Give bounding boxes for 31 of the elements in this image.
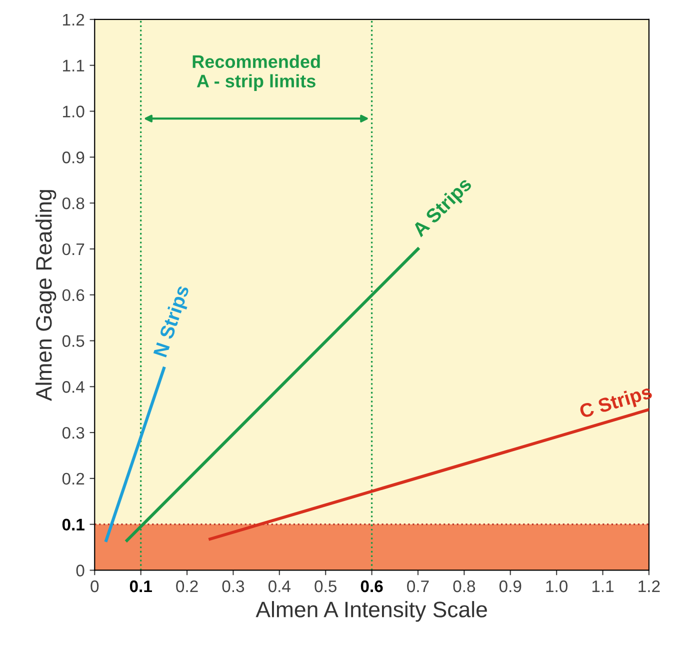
y-tick-label: 0.6 [62, 289, 84, 302]
x-tick-label: 0.8 [453, 580, 476, 592]
x-tick-label: 0.7 [407, 580, 429, 592]
y-tick-label: 0.9 [62, 152, 84, 164]
x-tick-label: 0.4 [268, 580, 291, 592]
y-tick-label: 0 [76, 564, 84, 576]
y-tick-label: 0.5 [62, 335, 84, 347]
x-tick-label: 0 [90, 580, 99, 592]
y-tick-label: 0.2 [62, 472, 84, 485]
y-tick-label: 1.2 [63, 14, 84, 26]
y-axis-title: Almen Gage Reading [35, 190, 56, 402]
y-tick-label: 0.1 [62, 518, 84, 531]
y-tick-label: 1.0 [63, 106, 84, 118]
x-tick-label: 0.6 [360, 580, 383, 592]
y-tick-label: 0.3 [62, 426, 84, 439]
x-tick-label: 0.3 [222, 580, 244, 592]
x-tick-label: 1.2 [638, 580, 660, 592]
x-axis-title: Almen A Intensity Scale [256, 601, 487, 622]
text: N Strips [152, 284, 193, 359]
y-tick-label: 0.8 [62, 197, 84, 210]
text: C Strips [578, 384, 654, 422]
y-tick-label: 1.1 [63, 60, 84, 72]
x-tick-label: 0.5 [314, 580, 336, 592]
x-tick-label: 1.1 [592, 580, 614, 592]
annotation: Recommended A - strip limits [192, 54, 320, 92]
x-tick-label: 0.9 [499, 580, 522, 592]
x-tick-label: 0.1 [130, 580, 152, 592]
x-tick-label: 0.2 [176, 580, 198, 592]
y-tick-label: 0.4 [62, 381, 84, 393]
x-tick-label: 1.0 [546, 580, 568, 592]
y-tick-label: 0.7 [62, 243, 84, 256]
